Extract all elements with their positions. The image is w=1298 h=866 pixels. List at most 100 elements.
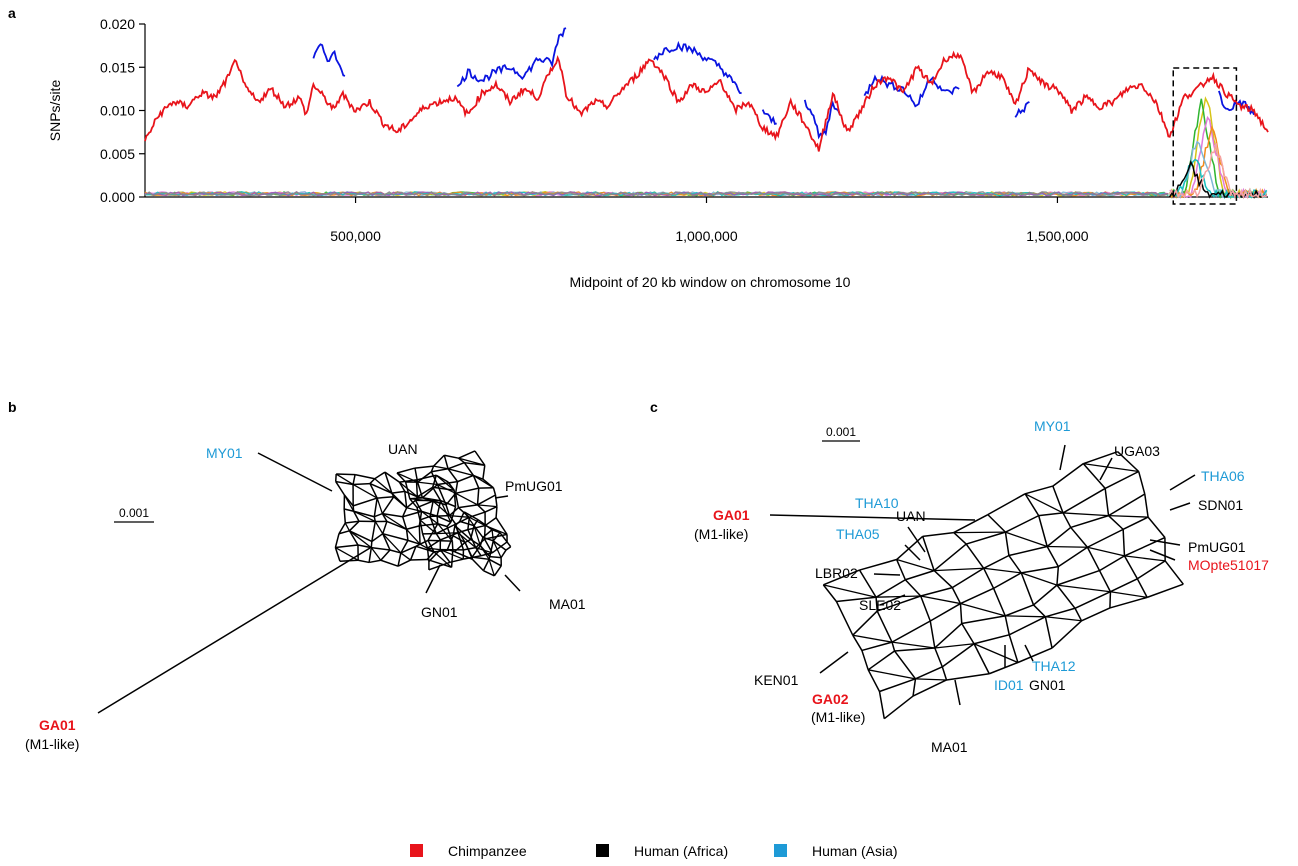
network-edge	[1136, 560, 1166, 580]
chart-series	[144, 27, 1269, 200]
y-tick-label: 0.015	[100, 59, 135, 75]
network-edge	[1137, 471, 1146, 495]
network-edge	[1051, 620, 1083, 649]
network-edge	[404, 481, 411, 499]
network-edge	[477, 504, 486, 513]
network-edge	[473, 525, 484, 538]
network-edge	[1063, 512, 1109, 517]
network-edge	[463, 511, 475, 527]
network-edge	[418, 525, 421, 545]
network-edge	[823, 569, 860, 586]
network-edge	[499, 532, 512, 548]
panel-label-b: b	[8, 399, 17, 415]
network-edge	[436, 515, 452, 523]
y-tick-label: 0.005	[100, 146, 135, 162]
network-edge	[495, 506, 498, 518]
network-edge	[472, 475, 480, 489]
network-edge	[435, 523, 456, 535]
network-edge	[1099, 555, 1125, 572]
network-edge	[1056, 569, 1100, 586]
network-edge	[396, 472, 418, 483]
network-edge	[492, 487, 497, 496]
network-edge	[473, 525, 481, 546]
network-edge	[488, 559, 495, 576]
network-edge	[464, 538, 471, 544]
network-edge	[953, 513, 989, 534]
network-edge	[1004, 604, 1034, 617]
network-edge	[455, 492, 478, 506]
network-edge	[493, 565, 502, 577]
network-edge	[491, 529, 494, 541]
network-edge	[429, 516, 437, 534]
network-edge	[987, 493, 1026, 516]
network-edge	[471, 558, 484, 572]
network-edge	[422, 497, 434, 502]
node-label: UGA03	[1114, 443, 1160, 459]
network-edge	[482, 536, 494, 542]
network-edge	[477, 494, 496, 506]
network-edge	[992, 588, 1006, 617]
network-edge	[437, 480, 458, 486]
network-edge	[386, 520, 407, 530]
network-edge	[479, 545, 490, 560]
network-edge	[1136, 578, 1148, 598]
network-edge	[489, 555, 502, 559]
network-edge	[961, 615, 1006, 625]
network-edge	[352, 497, 378, 507]
network-edge	[433, 551, 453, 568]
network-edge	[416, 507, 421, 521]
network-edge	[960, 602, 1006, 617]
network-edge	[920, 586, 953, 597]
network-edge	[382, 521, 388, 534]
network-edge	[904, 544, 921, 561]
network-edge	[922, 531, 954, 538]
network-edge	[988, 661, 1019, 675]
network-edge	[446, 535, 454, 550]
network-edge	[1044, 616, 1053, 649]
network-edge	[482, 478, 494, 489]
network-edge	[965, 531, 1006, 545]
network-edge	[470, 538, 481, 547]
network-edge	[352, 510, 360, 522]
network-edge	[1033, 584, 1058, 606]
network-edge	[505, 546, 512, 551]
network-edge	[447, 468, 459, 483]
network-edge	[463, 511, 479, 521]
network-edge	[454, 481, 459, 494]
network-edge	[867, 669, 881, 692]
network-edge	[488, 556, 491, 560]
network-edge	[1056, 584, 1111, 593]
network-edge	[373, 497, 378, 517]
network-edge	[384, 471, 400, 483]
network-edge	[891, 641, 896, 652]
network-edge	[934, 643, 975, 649]
network-edge	[374, 471, 386, 480]
network-edge	[454, 541, 466, 553]
network-edge	[852, 634, 863, 651]
x-tick-label: 500,000	[330, 228, 381, 244]
node-label: THA05	[836, 526, 880, 542]
network-edge	[353, 482, 371, 486]
network-edge	[1169, 474, 1196, 491]
legend-label: Human (Asia)	[812, 843, 898, 859]
x-axis-label: Midpoint of 20 kb window on chromosome 1…	[570, 274, 851, 290]
network-edge	[371, 546, 391, 551]
network-edge	[912, 679, 947, 697]
network-edge	[449, 558, 464, 564]
legend: Chimpanzee Human (Africa) Human (Asia)	[410, 843, 898, 859]
network-edge	[1164, 560, 1184, 585]
network-edge	[492, 540, 502, 558]
legend-label: Human (Africa)	[634, 843, 728, 859]
series-line-chimpanzee	[144, 50, 1269, 152]
network-edge	[452, 525, 456, 536]
network-edge	[891, 641, 935, 649]
network-edge	[491, 541, 508, 554]
network-edge	[382, 533, 391, 551]
line-chart-a: 0.000 0.005 0.010 0.015 0.020 500,000 1,000,00…	[47, 16, 1269, 290]
network-edge	[1052, 485, 1064, 514]
network-edge	[1017, 647, 1053, 664]
network-edge	[915, 666, 943, 680]
network-edge	[1083, 450, 1118, 465]
network-edge	[469, 525, 475, 540]
network-edge	[459, 520, 475, 527]
